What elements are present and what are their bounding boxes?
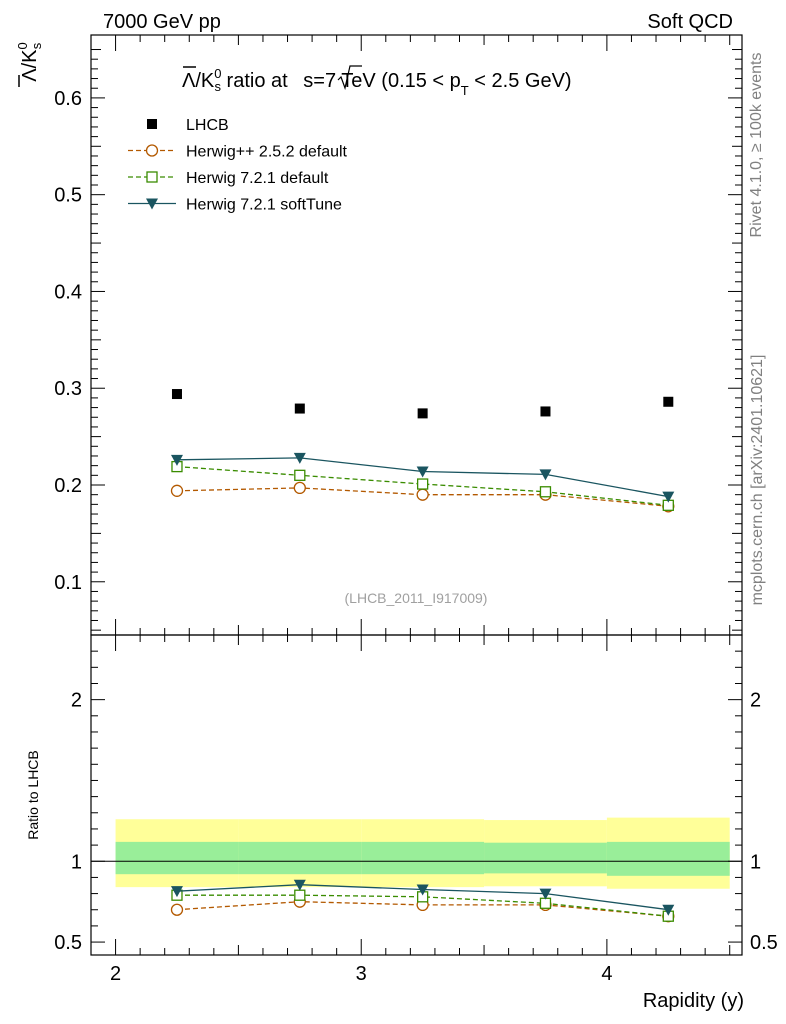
data-point <box>662 491 675 503</box>
data-point <box>416 884 429 896</box>
data-point <box>294 469 306 481</box>
band-green-2 <box>361 841 485 875</box>
legend-label: Herwig 7.2.1 default <box>186 170 329 187</box>
title-energy: =7 TeV (0.15 < p <box>313 70 461 92</box>
main-ytick-label: 0.2 <box>54 475 82 497</box>
ratio-ytick-label-left: 1 <box>71 851 82 873</box>
data-point <box>293 879 306 891</box>
legend-label: Herwig 7.2.1 softTune <box>186 197 342 214</box>
title-k-sub: s <box>215 79 222 94</box>
ratio-ytick-label-right: 1 <box>750 851 761 873</box>
main-title: Λ/K0 s ratio at s=7 TeV (0.15 < pT < 2.5 … <box>182 65 572 98</box>
title-tail: < 2.5 GeV) <box>469 70 572 92</box>
main-ytick-label: 0.4 <box>54 281 82 303</box>
data-point <box>539 897 552 909</box>
legend-item: Herwig 7.2.1 default <box>128 170 329 187</box>
legend-marker <box>146 171 158 183</box>
band-green-3 <box>484 842 607 874</box>
series-herwig-7-2-1-softtune <box>170 452 675 503</box>
data-point <box>170 886 183 898</box>
data-point <box>293 481 306 495</box>
legend-marker <box>146 198 158 210</box>
mcplots-label: mcplots.cern.ch [arXiv:2401.10621] <box>749 355 766 606</box>
legend-marker <box>147 119 157 129</box>
band-green-4 <box>606 841 730 876</box>
ratio-ytick-label-right: 2 <box>750 690 761 712</box>
ylabel-k-sup: 0 <box>15 42 30 49</box>
data-point <box>416 488 429 501</box>
series-lhcb <box>171 389 674 419</box>
series-herwig-7-2-1-softtune <box>170 879 675 916</box>
data-point <box>171 389 182 400</box>
data-point <box>294 889 306 901</box>
data-point <box>293 452 306 464</box>
legend-label: Herwig++ 2.5.2 default <box>186 144 348 161</box>
data-point <box>663 396 674 407</box>
band-green-1 <box>238 841 362 875</box>
data-point <box>170 484 184 497</box>
header-right: Soft QCD <box>647 11 733 33</box>
ratio-ticks: 0.5 0.5 1 1 2 2 2 3 4 <box>54 635 778 985</box>
rivet-label: Rivet 4.1.0, ≥ 100k events <box>748 53 765 238</box>
data-point <box>540 406 551 417</box>
xtick-label: 2 <box>110 963 121 985</box>
data-point <box>416 466 429 478</box>
main-ytick-label: 0.5 <box>54 185 82 207</box>
data-point <box>662 904 675 916</box>
sqrt-icon <box>337 65 362 91</box>
title-pt-sub: T <box>461 83 469 98</box>
series-line <box>177 894 669 917</box>
ratio-bands <box>115 817 730 889</box>
data-point <box>416 478 429 490</box>
title-sqrt-s: s <box>303 70 313 92</box>
header-left: 7000 GeV pp <box>103 11 221 33</box>
ylabel-k: /K <box>19 49 41 69</box>
title-k: /K <box>195 70 215 92</box>
main-ytick-label: 0.3 <box>54 378 82 400</box>
analysis-watermark: (LHCB_2011_I917009) <box>345 590 488 606</box>
xtick-label: 4 <box>601 963 612 985</box>
data-point <box>539 469 552 481</box>
title-lambda: Λ <box>182 70 196 92</box>
main-ytick-label: 0.6 <box>54 88 82 110</box>
legend-label: LHCB <box>186 117 229 134</box>
band-green-0 <box>115 841 239 875</box>
ratio-ytick-label-right: 0.5 <box>750 932 778 954</box>
data-point <box>539 888 552 900</box>
ratio-frame <box>90 634 743 956</box>
series-line <box>176 487 669 507</box>
legend-item: Herwig++ 2.5.2 default <box>128 144 348 161</box>
svg-text:Λ/K0s ratio at s=7 TeV (0.15 <: Λ/K0 s ratio at s=7 TeV (0.15 < pT < 2.5 … <box>182 66 572 98</box>
series-line <box>176 901 669 917</box>
ratio-ytick-label-left: 0.5 <box>54 932 82 954</box>
x-axis-label: Rapidity (y) <box>643 990 744 1012</box>
main-ticks: 0.1 0.2 0.3 0.4 0.5 0.6 <box>54 35 742 635</box>
ratio-ylabel: Ratio to LHCB <box>25 750 41 839</box>
data-point <box>294 403 305 414</box>
svg-text:Λ/K0s: Λ/K0s <box>15 42 44 82</box>
data-point <box>170 454 183 466</box>
data-point <box>417 408 428 419</box>
series-herwig-7-2-1-default <box>171 460 674 511</box>
legend-item: Herwig 7.2.1 softTune <box>128 197 342 214</box>
title-mid: ratio at <box>221 70 293 92</box>
data-point <box>539 486 552 498</box>
legend-item: LHCB <box>147 117 229 134</box>
data-point <box>170 903 184 916</box>
main-ylabel: Λ/K0s <box>15 42 44 87</box>
ylabel-lambda: Λ <box>19 68 41 82</box>
series-line <box>176 465 669 506</box>
ylabel-k-sub: s <box>29 42 44 49</box>
main-series <box>170 389 675 513</box>
xtick-label: 3 <box>356 963 367 985</box>
title-k-sup: 0 <box>214 66 221 81</box>
ratio-series <box>170 879 675 923</box>
legend-marker <box>145 144 159 157</box>
legend: LHCB Herwig++ 2.5.2 default Herwig 7.2.1 d… <box>128 117 348 214</box>
ratio-ytick-label-left: 2 <box>71 690 82 712</box>
main-ytick-label: 0.1 <box>54 572 82 594</box>
